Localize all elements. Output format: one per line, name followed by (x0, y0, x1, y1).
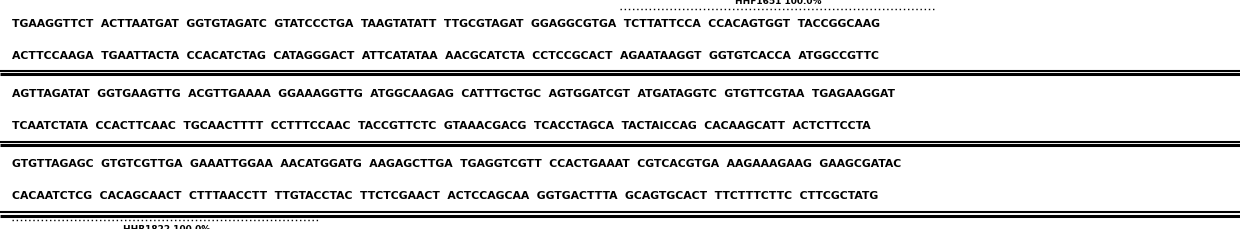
Text: TGAAGGTTCT  ACTTAATGAT  GGTGTAGATC  GTATCCCTGA  TAAGTATATT  TTGCGTAGAT  GGAGGCGT: TGAAGGTTCT ACTTAATGAT GGTGTAGATC GTATCCC… (12, 19, 880, 29)
Text: AGTTAGATAT  GGTGAAGTTG  ACGTTGAAAA  GGAAAGGTTG  ATGGCAAGAG  CATTTGCTGC  AGTGGATC: AGTTAGATAT GGTGAAGTTG ACGTTGAAAA GGAAAGG… (12, 89, 895, 99)
Text: HHF1651 100.0%: HHF1651 100.0% (735, 0, 822, 6)
Text: ACTTCCAAGA  TGAATTACTA  CCACATCTAG  CATAGGGACT  ATTCATATAA  AACGCATCTA  CCTCCGCA: ACTTCCAAGA TGAATTACTA CCACATCTAG CATAGGG… (12, 51, 879, 61)
Text: GTGTTAGAGC  GTGTCGTTGA  GAAATTGGAA  AACATGGATG  AAGAGCTTGA  TGAGGTCGTT  CCACTGAA: GTGTTAGAGC GTGTCGTTGA GAAATTGGAA AACATGG… (12, 159, 901, 169)
Text: HHR1822 100.0%: HHR1822 100.0% (123, 225, 210, 229)
Text: CACAATCTCG  CACAGCAACT  CTTTAACCTT  TTGTACCTAC  TTCTCGAACT  ACTCCAGCAA  GGTGACTT: CACAATCTCG CACAGCAACT CTTTAACCTT TTGTACC… (12, 191, 879, 201)
Text: TCAATCTATA  CCACTTCAAC  TGCAACTTTT  CCTTTCCAAC  TACCGTTCTC  GTAAACGACG  TCACCTAG: TCAATCTATA CCACTTCAAC TGCAACTTTT CCTTTCC… (12, 121, 870, 131)
